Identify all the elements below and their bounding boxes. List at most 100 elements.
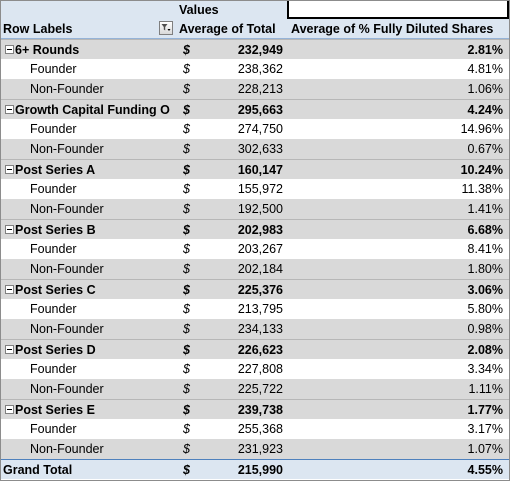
values-field-header[interactable]: Values <box>177 1 287 19</box>
child-row[interactable]: Non-Founder $302,633 0.67% <box>1 139 509 159</box>
child-label: Founder <box>30 362 77 376</box>
child-label: Non-Founder <box>30 142 104 156</box>
average-total-value: 160,147 <box>237 163 283 177</box>
child-row[interactable]: Founder $238,362 4.81% <box>1 59 509 79</box>
collapse-toggle-icon[interactable] <box>5 45 14 54</box>
average-total-value: 239,738 <box>237 403 283 417</box>
child-row[interactable]: Non-Founder $202,184 1.80% <box>1 259 509 279</box>
average-of-total-header[interactable]: Average of Total <box>179 22 276 36</box>
collapse-toggle-icon[interactable] <box>5 345 14 354</box>
average-pct-value: 11.38% <box>461 182 503 196</box>
child-label: Founder <box>30 182 77 196</box>
currency-symbol: $ <box>183 43 190 57</box>
average-total-value: 228,213 <box>237 82 283 96</box>
average-pct-value: 8.41% <box>467 242 503 256</box>
group-row[interactable]: Post Series B $202,983 6.68% <box>1 219 509 239</box>
average-total-value: 295,663 <box>237 103 283 117</box>
average-pct-value: 14.96% <box>460 122 503 136</box>
currency-symbol: $ <box>183 142 190 156</box>
average-total-value: 155,972 <box>237 182 283 196</box>
currency-symbol: $ <box>183 422 190 436</box>
child-row[interactable]: Non-Founder $225,722 1.11% <box>1 379 509 399</box>
collapse-toggle-icon[interactable] <box>5 165 14 174</box>
child-row[interactable]: Founder $255,368 3.17% <box>1 419 509 439</box>
group-row[interactable]: Growth Capital Funding O $295,663 4.24% <box>1 99 509 119</box>
average-total-value: 302,633 <box>237 142 283 156</box>
collapse-toggle-icon[interactable] <box>5 105 14 114</box>
child-label: Non-Founder <box>30 442 104 456</box>
currency-symbol: $ <box>183 163 190 177</box>
group-label: Post Series A <box>15 163 96 177</box>
child-row[interactable]: Founder $213,795 5.80% <box>1 299 509 319</box>
currency-symbol: $ <box>183 343 190 357</box>
child-label: Founder <box>30 302 77 316</box>
collapse-toggle-icon[interactable] <box>5 225 14 234</box>
child-label: Non-Founder <box>30 382 104 396</box>
group-row[interactable]: Post Series E $239,738 1.77% <box>1 399 509 419</box>
group-label: 6+ Rounds <box>15 43 80 57</box>
average-total-value: 227,808 <box>237 362 283 376</box>
average-total-value: 274,750 <box>237 122 283 136</box>
child-row[interactable]: Founder $155,972 11.38% <box>1 179 509 199</box>
average-total-value: 226,623 <box>237 343 283 357</box>
group-label: Growth Capital Funding O <box>15 103 170 117</box>
grand-total-row[interactable]: Grand Total $215,990 4.55% <box>1 459 509 479</box>
group-row[interactable]: Post Series A $160,147 10.24% <box>1 159 509 179</box>
group-label: Post Series D <box>15 343 96 357</box>
average-total-value: 203,267 <box>237 242 283 256</box>
average-pct-value: 6.68% <box>467 223 503 237</box>
average-pct-value: 10.24% <box>460 163 503 177</box>
average-pct-value: 3.34% <box>467 362 503 376</box>
grand-total-pct: 4.55% <box>467 463 503 477</box>
average-pct-value: 1.41% <box>467 202 503 216</box>
currency-symbol: $ <box>183 62 190 76</box>
group-row[interactable]: 6+ Rounds $232,949 2.81% <box>1 39 509 59</box>
average-total-value: 225,376 <box>237 283 283 297</box>
currency-symbol: $ <box>183 463 190 477</box>
child-label: Founder <box>30 62 77 76</box>
child-label: Non-Founder <box>30 82 104 96</box>
currency-symbol: $ <box>183 322 190 336</box>
collapse-toggle-icon[interactable] <box>5 405 14 414</box>
group-row[interactable]: Post Series C $225,376 3.06% <box>1 279 509 299</box>
average-pct-value: 1.80% <box>467 262 503 276</box>
child-row[interactable]: Non-Founder $192,500 1.41% <box>1 199 509 219</box>
currency-symbol: $ <box>183 182 190 196</box>
average-total-value: 238,362 <box>237 62 283 76</box>
child-row[interactable]: Founder $227,808 3.34% <box>1 359 509 379</box>
child-row[interactable]: Founder $203,267 8.41% <box>1 239 509 259</box>
average-total-value: 231,923 <box>237 442 283 456</box>
currency-symbol: $ <box>183 442 190 456</box>
child-label: Non-Founder <box>30 322 104 336</box>
average-total-value: 232,949 <box>237 43 283 57</box>
child-label: Founder <box>30 242 77 256</box>
average-total-value: 213,795 <box>237 302 283 316</box>
average-pct-value: 1.11% <box>468 382 503 396</box>
average-total-value: 192,500 <box>237 202 283 216</box>
average-pct-value: 1.07% <box>467 442 503 456</box>
average-of-pct-header[interactable]: Average of % Fully Diluted Shares <box>291 22 494 36</box>
average-pct-value: 2.81% <box>467 43 503 57</box>
empty-header-cell[interactable] <box>1 1 177 19</box>
currency-symbol: $ <box>183 362 190 376</box>
row-labels-header[interactable]: Row Labels <box>3 22 73 36</box>
currency-symbol: $ <box>183 242 190 256</box>
currency-symbol: $ <box>183 223 190 237</box>
child-row[interactable]: Non-Founder $228,213 1.06% <box>1 79 509 99</box>
child-row[interactable]: Non-Founder $234,133 0.98% <box>1 319 509 339</box>
average-total-value: 225,722 <box>237 382 283 396</box>
filter-dropdown-icon[interactable] <box>159 21 173 35</box>
currency-symbol: $ <box>183 382 190 396</box>
child-label: Non-Founder <box>30 262 104 276</box>
average-total-value: 234,133 <box>237 322 283 336</box>
child-row[interactable]: Non-Founder $231,923 1.07% <box>1 439 509 459</box>
child-label: Non-Founder <box>30 202 104 216</box>
selected-cell[interactable] <box>287 1 509 19</box>
group-row[interactable]: Post Series D $226,623 2.08% <box>1 339 509 359</box>
child-row[interactable]: Founder $274,750 14.96% <box>1 119 509 139</box>
average-total-value: 202,184 <box>237 262 283 276</box>
collapse-toggle-icon[interactable] <box>5 285 14 294</box>
currency-symbol: $ <box>183 202 190 216</box>
child-label: Founder <box>30 122 77 136</box>
